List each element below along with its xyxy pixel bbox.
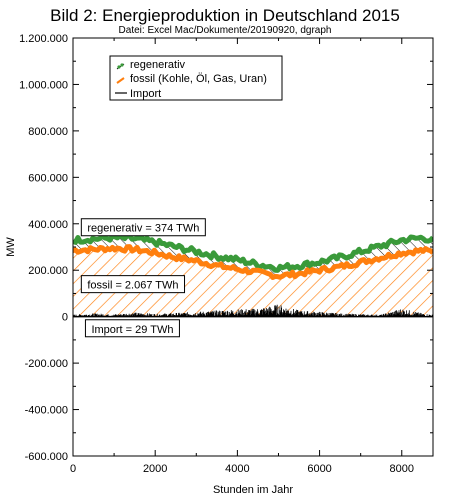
legend-import-label: Import xyxy=(130,88,161,100)
y-tick-label: 200.000 xyxy=(28,265,68,277)
y-axis-label: MW xyxy=(5,237,17,257)
annotation-label: fossil = 2.067 TWh xyxy=(87,280,178,292)
x-tick-label: 6000 xyxy=(307,463,331,475)
annotation-box xyxy=(80,218,206,237)
plot-area xyxy=(73,232,433,318)
y-tick-label: 800.000 xyxy=(28,126,68,138)
series-line-fossil xyxy=(73,244,433,280)
x-tick-label: 0 xyxy=(70,463,76,475)
x-tick-label: 2000 xyxy=(143,463,167,475)
y-tick-label: -600.000 xyxy=(25,451,68,463)
legend-regenerativ-label: regenerativ xyxy=(130,59,186,71)
annotation-0: regenerativ = 374 TWh xyxy=(80,218,206,237)
x-tick-label: 4000 xyxy=(225,463,249,475)
y-tick-label: 600.000 xyxy=(28,172,68,184)
y-tick-label: -200.000 xyxy=(25,358,68,370)
series-line-regenerativ xyxy=(73,232,433,273)
chart-subtitle: Datei: Excel Mac/Dokumente/20190920, dgr… xyxy=(119,25,332,36)
legend: regenerativ fossil (Kohle, Öl, Gas, Uran… xyxy=(109,55,283,101)
fossil-area xyxy=(73,246,433,317)
annotation-1: fossil = 2.067 TWh xyxy=(80,275,186,294)
y-tick-label: -400.000 xyxy=(25,405,68,417)
y-tick-label: 1.200.000 xyxy=(19,33,68,45)
legend-regenerativ-swatch xyxy=(116,63,125,70)
x-tick-label: 8000 xyxy=(390,463,414,475)
legend-box xyxy=(109,55,283,101)
annotation-label: regenerativ = 374 TWh xyxy=(87,223,199,235)
annotation-2: Import = 29 TWh xyxy=(84,319,180,338)
legend-fossil-swatch xyxy=(116,77,125,84)
annotation-box xyxy=(80,275,186,294)
y-tick-label: 0 xyxy=(62,312,68,324)
legend-fossil-label: fossil (Kohle, Öl, Gas, Uran) xyxy=(130,73,267,85)
axes: -600.000 -400.000 -200.000 0 200.000 400.000 6… xyxy=(19,33,433,475)
y-tick-label: 400.000 xyxy=(28,219,68,231)
y-tick-label: 1.000.000 xyxy=(19,79,68,91)
annotation-label: Import = 29 TWh xyxy=(91,324,173,336)
annotations: regenerativ = 374 TWh fossil = 2.067 TWh I… xyxy=(80,218,206,338)
chart-title: Bild 2: Energieproduktion in Deutschland… xyxy=(50,6,400,25)
x-axis-label: Stunden im Jahr xyxy=(213,484,293,496)
annotation-box xyxy=(84,319,180,338)
